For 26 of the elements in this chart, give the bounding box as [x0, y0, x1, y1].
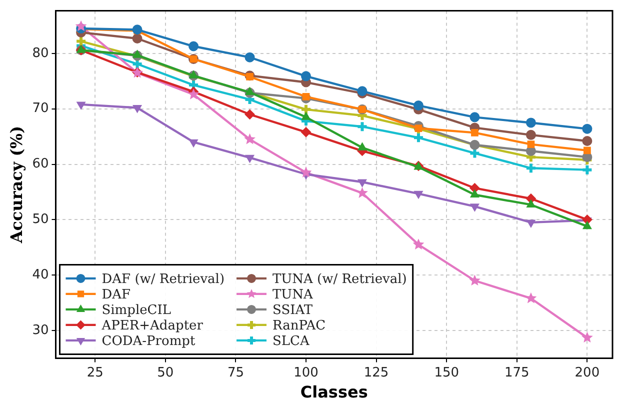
legend-label: CODA-Prompt: [102, 334, 196, 349]
y-tick-label: 80: [32, 46, 49, 61]
x-tick-label: 200: [574, 365, 600, 380]
legend-label: TUNA: [272, 287, 314, 302]
y-tick-label: 40: [32, 267, 49, 282]
legend-label: SLCA: [272, 334, 310, 349]
x-tick-label: 100: [294, 365, 318, 380]
legend-label: TUNA (w/ Retrieval): [272, 272, 407, 287]
x-tick-label: 150: [434, 365, 460, 380]
x-axis-title: Classes: [300, 382, 368, 402]
y-tick-label: 30: [32, 322, 49, 338]
legend-label: DAF (w/ Retrieval): [102, 272, 225, 287]
legend-label: DAF: [102, 287, 131, 302]
y-tick-label: 70: [32, 101, 49, 116]
y-tick-label: 60: [32, 156, 49, 172]
x-tick-label: 50: [157, 365, 174, 380]
x-tick-label: 25: [86, 365, 104, 380]
legend-label: SSIAT: [272, 302, 313, 318]
x-tick-label: 175: [504, 365, 530, 380]
x-tick-label: 75: [227, 365, 244, 380]
y-tick-label: 50: [32, 212, 49, 228]
x-tick-label: 125: [364, 365, 389, 380]
legend-label: SimpleCIL: [102, 302, 172, 318]
y-axis-title: Accuracy (%): [6, 126, 26, 244]
legend-label: APER+Adapter: [100, 318, 204, 334]
legend-label: RanPAC: [272, 318, 326, 334]
